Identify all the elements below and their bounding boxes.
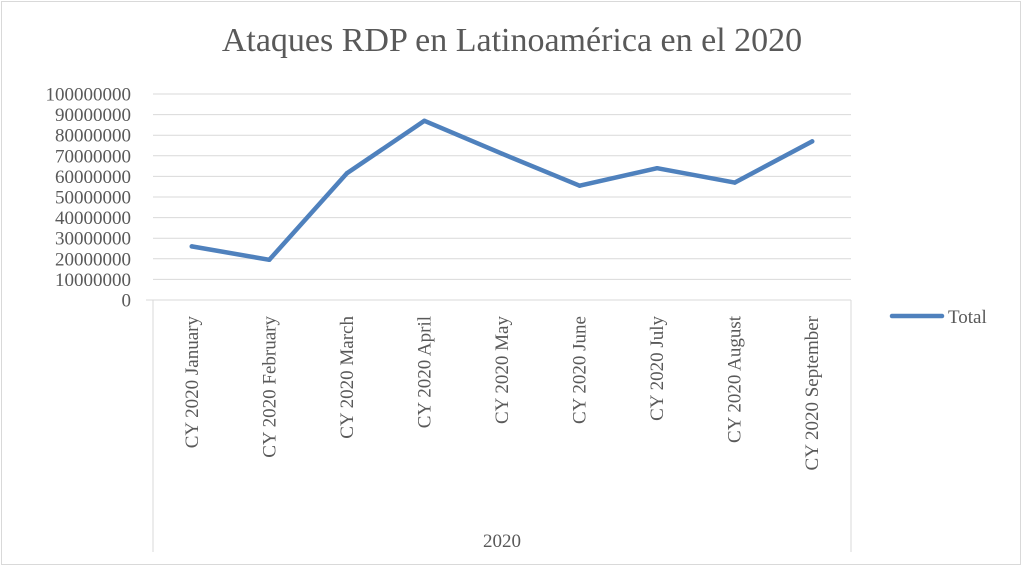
series <box>189 118 815 263</box>
y-tick-label: 20000000 <box>55 249 131 270</box>
x-group-label: 2020 <box>483 531 521 552</box>
y-tick-label: 50000000 <box>55 188 131 209</box>
x-tick-label: CY 2020 June <box>570 316 591 424</box>
x-tick-label: CY 2020 April <box>414 316 435 428</box>
y-tick-label: 0 <box>122 291 132 312</box>
data-point <box>267 257 272 263</box>
x-tick-label: CY 2020 February <box>259 316 280 458</box>
chart-title: Ataques RDP en Latinoamérica en el 2020 <box>221 22 803 59</box>
y-tick-label: 80000000 <box>55 126 131 147</box>
x-tick-label: CY 2020 March <box>337 316 358 439</box>
data-point <box>344 171 350 176</box>
data-point <box>189 244 194 249</box>
y-tick-label: 100000000 <box>46 85 132 106</box>
legend-label: Total <box>948 307 987 328</box>
y-tick-label: 70000000 <box>55 146 131 167</box>
x-tick-label: CY 2020 January <box>182 316 203 449</box>
gridlines <box>153 93 851 280</box>
x-axis-ticks: CY 2020 January CY 2020 February CY 2020 M… <box>182 315 823 552</box>
x-tick-label: CY 2020 May <box>492 316 513 425</box>
x-tick-label: CY 2020 July <box>647 316 668 421</box>
y-tick-label: 10000000 <box>55 270 131 291</box>
data-point <box>810 139 815 144</box>
y-axis-ticks: 0100000002000000030000000400000005000000… <box>46 85 132 312</box>
x-tick-label: CY 2020 September <box>802 315 823 470</box>
series-line-total <box>189 118 815 263</box>
data-point <box>732 180 737 185</box>
data-point <box>422 118 427 123</box>
legend: Total <box>889 307 987 328</box>
y-tick-label: 40000000 <box>55 208 131 229</box>
data-point <box>654 165 660 171</box>
data-point <box>577 183 582 188</box>
x-tick-label: CY 2020 August <box>725 315 746 443</box>
y-tick-label: 60000000 <box>55 167 131 188</box>
y-tick-label: 30000000 <box>55 229 131 250</box>
y-tick-label: 90000000 <box>55 105 131 126</box>
data-point <box>499 151 505 156</box>
axes <box>146 299 852 552</box>
